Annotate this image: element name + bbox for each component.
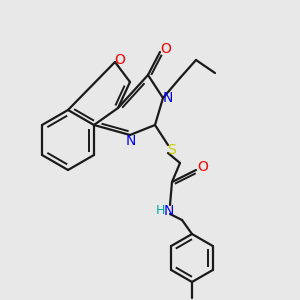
Text: N: N: [164, 204, 174, 218]
Text: N: N: [163, 91, 173, 105]
Text: S: S: [168, 143, 176, 157]
Text: N: N: [126, 134, 136, 148]
Text: O: O: [198, 160, 208, 174]
Text: O: O: [160, 42, 171, 56]
Text: H: H: [155, 203, 165, 217]
Text: O: O: [115, 53, 125, 67]
